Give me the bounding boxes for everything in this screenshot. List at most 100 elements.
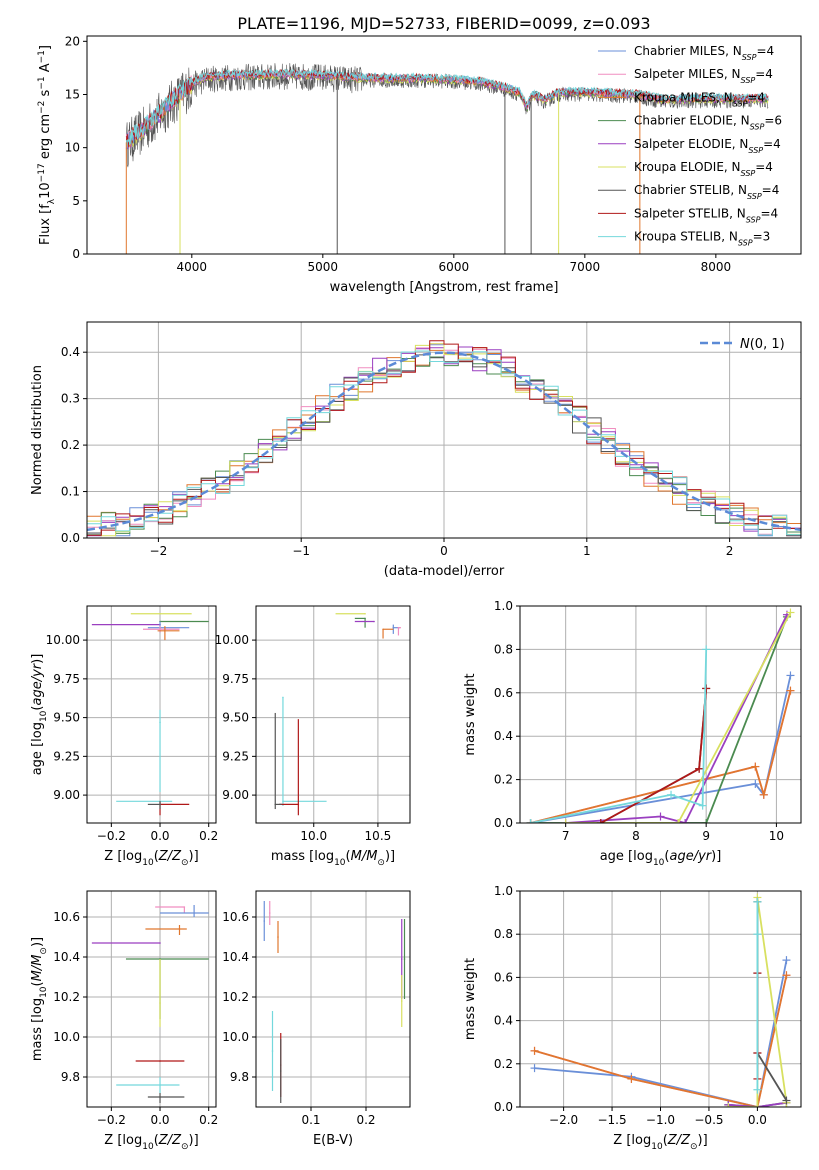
x-tick-label: −0.5: [694, 1113, 723, 1127]
data-point: [277, 936, 279, 938]
legend-label: Chabrier STELIB, NSSP=4: [634, 183, 779, 201]
data-point: [159, 721, 161, 724]
data-point: [364, 617, 366, 620]
data-point: [178, 928, 181, 930]
y-tick-label: 0.1: [61, 485, 80, 499]
spectrum-panel: 4000 5000 6000 7000 8000 0 5 10 15 20 wavelength […: [37, 34, 802, 295]
y-tick-label: 5: [72, 194, 80, 208]
y-tick-label: 10.2: [53, 990, 80, 1004]
axes-frame: [255, 605, 411, 824]
weight-line-salpeter-stelib: [600, 688, 708, 823]
weight-line-chabrier-miles: [530, 675, 792, 823]
y-tick-label: 0.8: [494, 642, 513, 656]
x-tick-label: 0.0: [150, 1113, 169, 1127]
y-tick-label: 9.8: [61, 1070, 80, 1084]
x-tick-label: 10: [769, 829, 784, 843]
x-axis-label: Z [log10(Z/Z⊙)]: [104, 1133, 198, 1152]
data-point: [159, 1084, 161, 1086]
x-tick-label: −1.5: [597, 1113, 626, 1127]
x-tick-label: 0.0: [150, 829, 169, 843]
legend-label: Chabrier MILES, NSSP=4: [634, 44, 774, 62]
x-tick-label: 0.0: [748, 1113, 767, 1127]
y-tick-label: 10.0: [53, 1030, 80, 1044]
weight-line-salpeter-elodie: [728, 1101, 787, 1107]
y-axis-label: Normed distribution: [30, 365, 45, 495]
legend-label: Chabrier ELODIE, NSSP=6: [634, 114, 782, 132]
data-point: [159, 628, 161, 631]
plot-area: [526, 608, 795, 823]
y-axis-label: mass [log10(M/M⊙)]: [30, 937, 49, 1061]
y-tick-label: 9.75: [222, 672, 249, 686]
data-point: [193, 912, 195, 914]
x-tick-label: 0.2: [356, 1113, 375, 1127]
y-tick-label: 9.25: [222, 749, 249, 763]
y-axis-label: mass weight: [463, 673, 478, 755]
x-axis-label: E(B-V): [313, 1133, 353, 1148]
data-point: [392, 626, 395, 629]
weight-line-salpeter-miles: [530, 690, 792, 823]
data-point: [403, 958, 406, 960]
spectrum-legend: Chabrier MILES, NSSP=4 Salpeter MILES, NS…: [598, 44, 782, 247]
figure-title: PLATE=1196, MJD=52733, FIBERID=0099, z=0…: [237, 14, 650, 33]
plot-area: [87, 340, 801, 538]
x-tick-label: 8: [632, 829, 640, 843]
y-tick-label: 0.2: [61, 438, 80, 452]
weight-line-chabrier-elodie: [530, 616, 788, 823]
y-tick-label: 1.0: [494, 599, 513, 613]
data-point: [263, 920, 266, 922]
y-tick-label: 9.75: [53, 672, 80, 686]
x-tick-label: −2.0: [549, 1113, 578, 1127]
x-tick-label: −0.2: [97, 1113, 126, 1127]
x-axis-label: mass [log10(M/M⊙)]: [271, 849, 395, 868]
y-tick-label: 10.6: [53, 910, 80, 924]
data-point: [159, 942, 161, 944]
y-tick-label: 20: [65, 34, 80, 48]
weight-line-kroupa-miles: [530, 690, 792, 823]
data-point: [268, 912, 271, 914]
x-tick-label: −0.2: [97, 829, 126, 843]
x-axis-label: age [log10(age/yr)]: [600, 849, 722, 868]
plot-area: [274, 612, 402, 816]
axes-frame: [86, 35, 802, 255]
data-point: [282, 800, 284, 803]
weight-vs-age-panel: 7 8 9 10 0.0 0.2 0.4 0.6 0.8 1.0 age [log10(age/yr…: [463, 599, 802, 868]
data-point: [282, 696, 284, 699]
age-vs-mass-panel: 10.0 10.5 9.00 9.25 9.50 9.75 10.00 mass [log10…: [215, 605, 411, 868]
legend-label: Salpeter STELIB, NSSP=4: [634, 206, 778, 224]
weight-line-chabrier-stelib: [600, 688, 708, 823]
x-axis-label: (data-model)/error: [384, 564, 505, 579]
data-point: [271, 1050, 274, 1052]
weight-line-chabrier-miles: [534, 959, 788, 1107]
y-tick-label: 10.6: [222, 910, 249, 924]
x-tick-label: 7000: [570, 260, 601, 274]
data-point: [183, 906, 186, 908]
axes-frame: [86, 321, 802, 539]
spectrum-series-kroupa-stelib: [125, 68, 769, 148]
x-tick-label: 0: [440, 544, 448, 558]
y-tick-label: 0.6: [494, 686, 513, 700]
y-tick-label: 10.2: [222, 990, 249, 1004]
y-tick-label: 0.3: [61, 392, 80, 406]
axes-frame: [86, 890, 217, 1108]
legend-label: N(0, 1): [740, 337, 785, 352]
y-tick-label: 0.2: [494, 773, 513, 787]
y-tick-label: 10.4: [222, 950, 249, 964]
x-tick-label: 7: [562, 829, 570, 843]
plot-area: [125, 63, 769, 254]
y-tick-label: 0.0: [494, 1100, 513, 1114]
y-tick-label: 0.0: [494, 816, 513, 830]
y-tick-label: 0.4: [494, 1014, 513, 1028]
y-tick-label: 0: [72, 247, 80, 261]
age-vs-Z-panel: −0.2 0.0 0.2 9.00 9.25 9.50 9.75 10.00 Z [log10(…: [30, 605, 218, 868]
data-point: [364, 612, 366, 615]
x-tick-label: −1.0: [646, 1113, 675, 1127]
plot-area: [530, 893, 791, 1107]
axes-frame: [519, 605, 802, 824]
legend-label: Salpeter ELODIE, NSSP=4: [634, 137, 781, 155]
y-tick-label: 9.50: [222, 711, 249, 725]
y-tick-label: 0.4: [61, 345, 80, 359]
x-tick-label: 8000: [701, 260, 732, 274]
data-point: [400, 1000, 403, 1002]
